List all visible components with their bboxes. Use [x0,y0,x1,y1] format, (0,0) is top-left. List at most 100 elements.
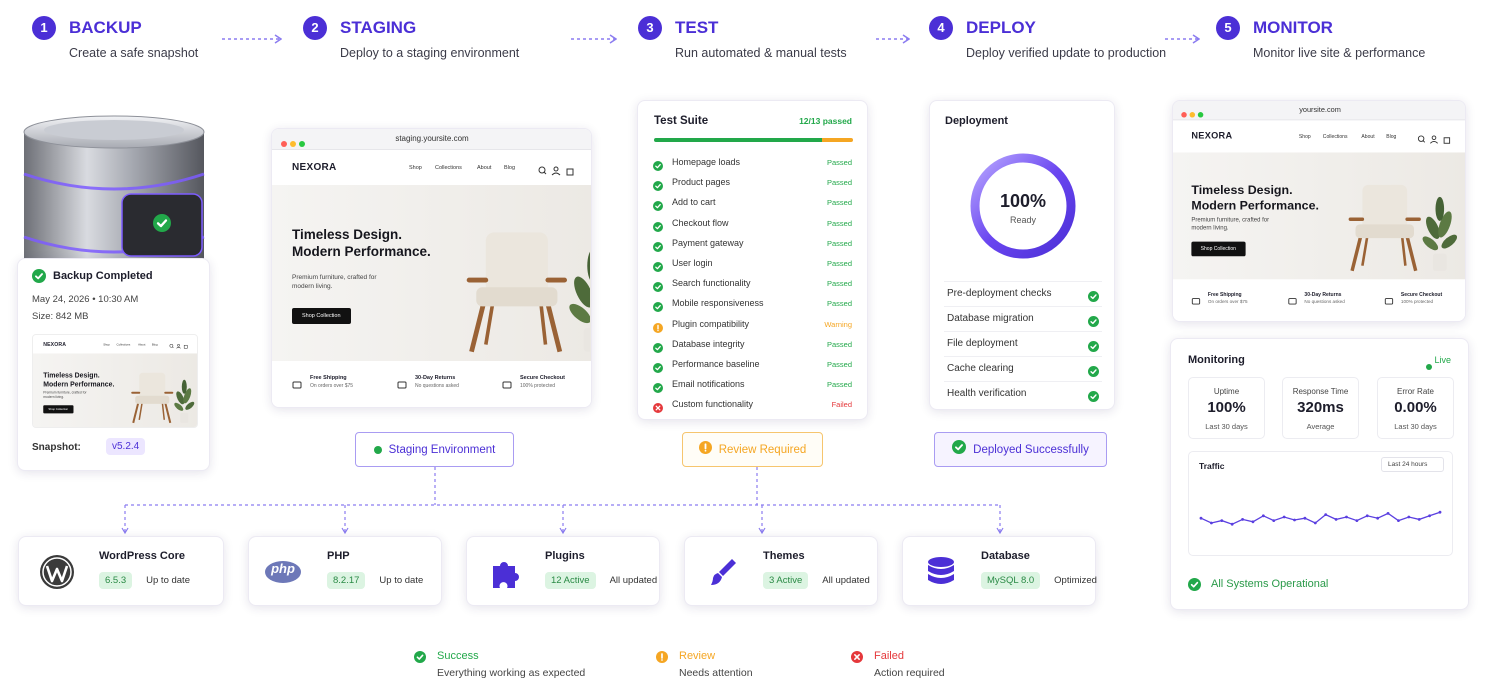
test-name: Email notifications [672,379,745,390]
icon-shape [45,565,69,583]
icon-shape [493,562,519,588]
icon [1088,366,1099,377]
icon-shape [655,204,661,209]
component-status: All updated [609,575,658,586]
icon [292,381,302,389]
feature-subtitle: On orders over $75 [310,383,354,389]
icon-shape [44,120,184,140]
icon-shape [265,561,301,583]
icon-shape [655,365,661,371]
check-icon [1088,364,1099,377]
check-icon [1088,389,1099,402]
traffic-point [1251,520,1255,524]
icon-shape [653,282,663,293]
metric-period: Last 30 days [1394,422,1437,431]
traffic-point [1324,513,1328,516]
feature-subtitle: On orders over $75 [1207,299,1248,306]
icon-shape [655,386,661,391]
icon-shape [655,184,661,189]
test-icon [653,178,663,192]
icon-shape [653,363,663,373]
icon [1199,510,1442,526]
icon-shape [1348,185,1458,272]
icon-shape [132,402,140,423]
component-status: Up to date [379,575,424,586]
icon-shape [23,172,205,191]
icon-shape [566,168,574,176]
deployment-check: File deployment [947,338,1018,349]
metric-label: Response Time [1292,387,1349,396]
icon [970,153,1076,259]
step-subtitle: Create a safe snapshot [69,46,199,60]
icon [952,440,967,454]
traffic-point [1365,514,1369,518]
component-meta: 8.2.17 Up to date [327,572,423,589]
progress-rest [822,138,853,142]
icon [653,322,663,333]
deployment-check: Database migration [947,313,1034,324]
icon [653,342,663,353]
icon-shape [854,654,860,660]
component-status: Optimized [1054,575,1097,586]
icon-shape [704,449,707,452]
icon-shape [928,574,954,584]
progress-ring [968,151,1078,261]
icon [40,555,74,589]
icon-shape [1090,394,1097,400]
component-version: MySQL 8.0 [981,572,1041,589]
icon-shape [1088,316,1099,327]
icon-shape [138,401,143,420]
test-name: Database integrity [672,338,745,349]
icon-shape [32,269,46,283]
icon-shape [1350,236,1363,272]
icon-shape [153,214,171,232]
icon-shape [139,372,166,399]
snapshot-version: v5.2.4 [106,438,146,455]
metric-period: Last 30 days [1205,422,1248,431]
traffic-point [1313,521,1317,525]
component-name: Plugins [545,550,585,562]
icon-shape [655,305,661,310]
legend-description: Needs attention [679,667,753,679]
icon [373,445,382,454]
window-dots [1180,107,1208,118]
icon-shape [653,383,663,394]
icon-shape [1362,185,1408,230]
component-card: Plugins 12 Active All updated [466,536,660,606]
component-logo [487,554,523,590]
icon-shape [174,402,184,411]
headline: Timeless Design. [43,371,100,379]
component-version: 3 Active [763,572,809,589]
test-status: Passed [826,218,852,228]
url-bar: staging.yoursite.com [272,129,591,150]
live-label: Live [1434,355,1451,365]
headline: Modern Performance. [43,379,115,388]
icon-shape [341,527,349,535]
icon-shape [1405,236,1418,272]
step-subtitle: Monitor live site & performance [1253,46,1426,60]
icon-shape [1088,341,1099,352]
test-icon [653,320,663,333]
icon-shape [1432,253,1447,272]
traffic-point [1303,516,1307,520]
icon-shape [661,659,663,661]
chair-image [450,218,591,355]
icon-shape [153,214,171,232]
test-name: Checkout flow [672,217,729,228]
feature-icon [1384,294,1394,305]
icon-shape [1189,112,1196,118]
step-number: 4 [929,16,953,40]
icon-shape [416,654,424,660]
traffic-point [1230,522,1234,526]
chair-image [1337,175,1465,274]
legend-icon [414,650,426,663]
connectors [0,460,1488,540]
backup-date: May 24, 2026 • 10:30 AM [32,294,139,305]
test-status: Passed [826,259,852,268]
icon [466,232,591,352]
icon-shape [551,172,561,176]
feature-title: 30-Day Returns [415,375,456,381]
icon-shape [181,379,187,394]
icon [1417,135,1451,144]
window-dots [280,135,310,147]
